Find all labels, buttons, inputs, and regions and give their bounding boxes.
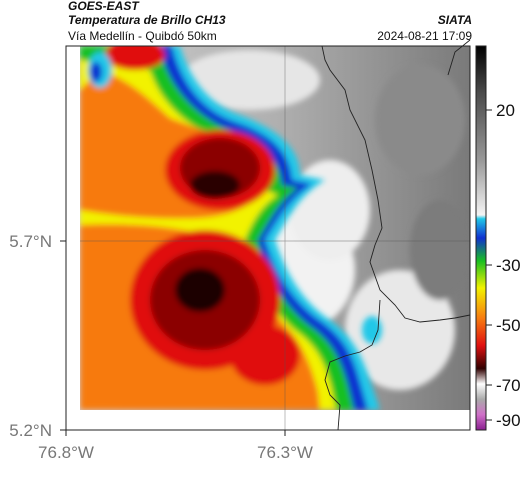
colorbar-tick-label: -90	[496, 411, 521, 430]
colorbar-tick-label: 20	[496, 101, 515, 120]
colorbar-tick-label: -30	[496, 256, 521, 275]
colorbar: 20 -30 -50 -70 -90	[475, 45, 521, 431]
brand-label: SIATA	[437, 13, 472, 27]
plot-frame	[65, 45, 471, 431]
core-south	[175, 268, 225, 312]
colorbar-tick-label: -50	[496, 316, 521, 335]
map-title: GOES-EAST	[68, 0, 139, 13]
core-north	[190, 171, 240, 199]
boundary-lines	[321, 39, 471, 431]
lat-tick-label: 5.2°N	[9, 421, 52, 440]
timestamp-label: 2024-08-21 17:09	[377, 29, 472, 43]
imagery-layer	[80, 46, 470, 410]
graticule	[80, 46, 470, 430]
lon-tick-label: 76.3°W	[257, 443, 313, 462]
map-subtitle: Temperatura de Brillo CH13	[68, 13, 226, 27]
lat-tick-label: 5.7°N	[9, 232, 52, 251]
lon-tick-label: 76.8°W	[38, 443, 94, 462]
colorbar-tick-label: -70	[496, 376, 521, 395]
route-label: Vía Medellín - Quibdó 50km	[68, 29, 217, 43]
